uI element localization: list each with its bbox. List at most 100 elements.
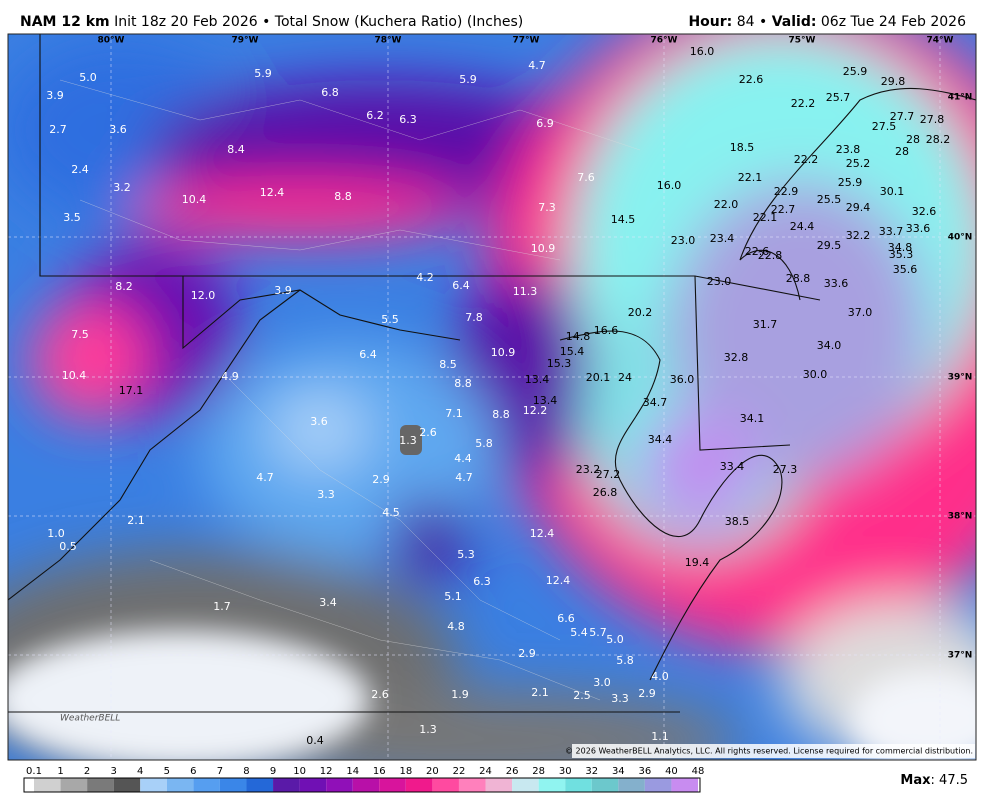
longitude-label: 74°W [927,36,954,46]
snow-label: 3.9 [274,284,292,297]
legend-swatch [113,778,141,792]
snow-label: 3.6 [310,415,328,428]
snow-label: 10.4 [182,193,207,206]
snow-label: 28 [895,145,909,158]
snow-label: 3.2 [113,181,131,194]
snow-label: 32.8 [724,351,749,364]
init: Init 18z 20 Feb 2026 • Total Snow (Kuche… [110,14,524,30]
snow-label: 6.4 [359,348,377,361]
snow-label: 15.3 [547,357,572,370]
snow-label: 1.3 [399,434,417,447]
snow-label: 24.4 [790,220,815,233]
snow-label: 14.8 [566,330,591,343]
snow-label: 8.8 [334,190,352,203]
snow-label: 6.3 [473,575,491,588]
valid: 06z Tue 24 Feb 2026 [816,14,966,30]
snow-label: 7.6 [577,171,595,184]
snow-label: 4.5 [382,506,400,519]
snow-label: 27.2 [596,468,621,481]
snow-label: 35.3 [889,248,914,261]
snow-label: 27.7 [890,110,915,123]
header-left: NAM 12 km Init 18z 20 Feb 2026 • Total S… [20,14,523,30]
snow-label: 6.6 [557,612,575,625]
snow-label: 10.9 [491,346,516,359]
snow-label: 3.0 [593,676,611,689]
snow-label: 2.9 [518,647,536,660]
snow-label: 0.5 [59,540,77,553]
snow-label: 4.7 [528,59,546,72]
snow-label: 4.7 [256,471,274,484]
legend-tick-label: 1 [57,766,63,777]
snow-label: 4.4 [454,452,472,465]
snow-label: 3.6 [109,123,127,136]
snow-label: 34.4 [648,433,673,446]
latitude-label: 40°N [948,233,973,243]
snow-label: 8.8 [454,377,472,390]
legend-swatch [565,778,592,792]
snow-label: 22.0 [714,198,739,211]
snow-label: 22.7 [771,203,796,216]
snow-label: 6.3 [399,113,417,126]
snow-label: 2.4 [71,163,89,176]
snow-label: 25.7 [826,91,851,104]
max: Max: 47.5 [900,773,968,788]
snow-label: 28 [906,133,920,146]
legend-swatch [219,778,247,792]
max-label: Max [900,773,931,788]
snow-label: 22.6 [739,73,764,86]
longitude-label: 77°W [513,36,540,46]
snow-label: 5.8 [616,654,634,667]
snow-label: 34.0 [817,339,842,352]
legend-tick-label: 6 [190,766,196,777]
snow-label: 33.7 [879,225,904,238]
snow-label: 22.2 [791,97,816,110]
snow-label: 23.2 [576,463,601,476]
legend-swatch [87,778,114,792]
snow-label: 32.2 [846,229,871,242]
snow-label: 2.6 [419,426,437,439]
snow-label: 13.4 [525,373,550,386]
snow-label: 15.4 [560,345,585,358]
snow-label: 34.1 [740,412,765,425]
snow-label: 23.0 [671,234,696,247]
snow-label: 6.9 [536,117,554,130]
legend-swatch [60,778,88,792]
snow-label: 5.1 [444,590,462,603]
snow-label: 22.6 [745,245,770,258]
snow-label: 19.4 [685,556,710,569]
snow-label: 0.4 [306,734,324,747]
snow-label: 3.4 [319,596,337,609]
legend-tick-label: 8 [243,766,249,777]
snow-label: 7.1 [445,407,463,420]
snow-label: 34.7 [643,396,668,409]
model: NAM 12 km [20,14,110,30]
snow-label: 33.6 [906,222,931,235]
legend-tick-label: 32 [585,766,598,777]
snow-label: 5.3 [457,548,475,561]
snow-label: 1.1 [651,730,669,743]
snow-label: 23.4 [710,232,735,245]
snow-label: 16.0 [690,45,715,58]
latitude-label: 38°N [948,512,973,522]
legend-tick-label: 34 [612,766,625,777]
latitude-label: 41°N [948,93,973,103]
legend-tick-label: 18 [399,766,412,777]
snow-label: 29.5 [817,239,842,252]
snow-label: 36.0 [670,373,695,386]
snow-label: 7.8 [465,311,483,324]
snow-label: 5.7 [589,626,607,639]
longitude-label: 78°W [375,36,402,46]
snow-label: 10.4 [62,369,87,382]
snow-label: 4.0 [651,670,669,683]
legend-swatch [591,778,619,792]
snow-label: 27.8 [920,113,945,126]
legend-tick-label: 28 [532,766,545,777]
legend-swatch [485,778,513,792]
snow-label: 29.4 [846,201,871,214]
snow-label: 22.9 [774,185,799,198]
legend-swatch [193,778,220,792]
legend-tick-label: 4 [137,766,143,777]
legend-frame [23,777,701,793]
legend-swatch [671,778,698,792]
